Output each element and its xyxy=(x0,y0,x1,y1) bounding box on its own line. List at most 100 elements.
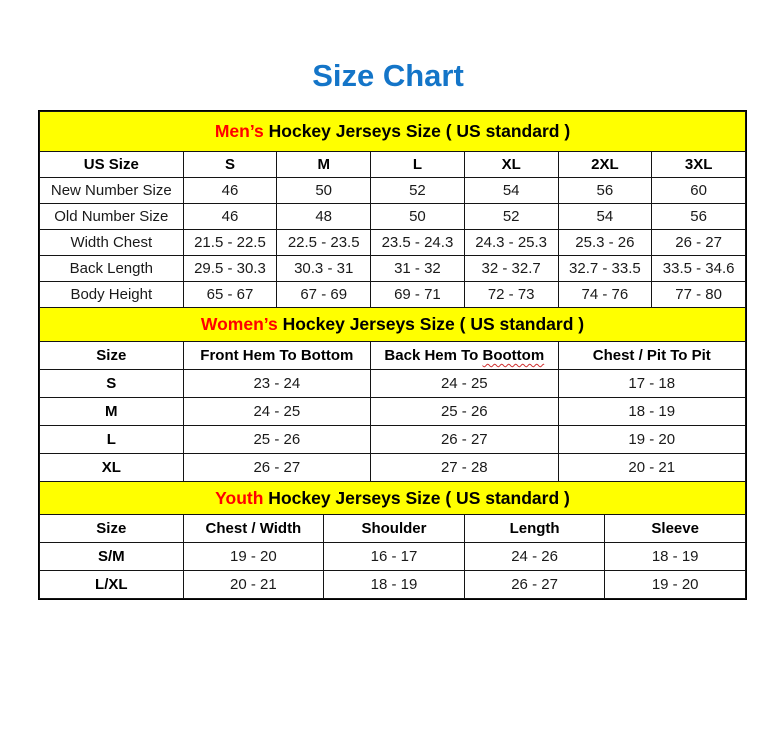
size-value: 19 - 20 xyxy=(604,570,746,599)
size-value: 20 - 21 xyxy=(557,453,747,482)
table-row: XL 26 - 27 27 - 28 20 - 21 xyxy=(39,453,747,482)
column-header: S xyxy=(182,151,278,178)
size-value: 26 - 27 xyxy=(651,229,746,256)
size-value: 31 - 32 xyxy=(370,255,465,282)
heading-highlight: Women’s xyxy=(200,314,278,334)
size-value: 25.3 - 26 xyxy=(557,229,653,256)
size-value: 65 - 67 xyxy=(182,281,278,308)
size-value: 16 - 17 xyxy=(323,542,465,571)
heading-text: Hockey Jerseys Size ( US standard ) xyxy=(263,487,570,508)
size-value: 48 xyxy=(276,203,372,230)
size-value: 25 - 26 xyxy=(182,425,372,454)
row-label: Old Number Size xyxy=(39,203,184,230)
heading-text: Hockey Jerseys Size ( US standard ) xyxy=(263,121,571,141)
size-value: 72 - 73 xyxy=(463,281,559,308)
column-header: Shoulder xyxy=(323,514,465,543)
column-header: L xyxy=(370,151,465,178)
size-value: 50 xyxy=(276,177,372,204)
table-row: L 25 - 26 26 - 27 19 - 20 xyxy=(39,425,747,454)
size-value: 17 - 18 xyxy=(557,369,747,398)
size-value: 22.5 - 23.5 xyxy=(276,229,372,256)
column-header: 2XL xyxy=(557,151,653,178)
table-row: Back Length 29.5 - 30.3 30.3 - 31 31 - 32 32… xyxy=(39,255,746,282)
size-value: 46 xyxy=(182,203,278,230)
size-value: 54 xyxy=(463,177,559,204)
page-title: Size Chart xyxy=(312,58,464,93)
table-row: S 23 - 24 24 - 25 17 - 18 xyxy=(39,369,747,398)
column-header: Size xyxy=(39,341,184,370)
size-value: 27 - 28 xyxy=(370,453,559,482)
section-band: Youth Hockey Jerseys Size ( US standard … xyxy=(39,481,746,515)
size-value: 26 - 27 xyxy=(182,453,372,482)
row-label: S xyxy=(39,369,184,398)
size-value: 21.5 - 22.5 xyxy=(182,229,278,256)
size-chart-tables: Men’s Hockey Jerseys Size ( US standard … xyxy=(38,110,747,600)
size-value: 24.3 - 25.3 xyxy=(463,229,559,256)
size-value: 18 - 19 xyxy=(557,397,747,426)
section-heading: Youth Hockey Jerseys Size ( US standard … xyxy=(39,481,746,515)
heading-text: Hockey Jerseys Size ( US standard ) xyxy=(277,314,585,334)
row-label: S/M xyxy=(39,542,184,571)
size-value: 56 xyxy=(651,203,746,230)
size-value: 19 - 20 xyxy=(557,425,747,454)
column-header-row: Size Front Hem To Bottom Back Hem To Boott… xyxy=(39,341,747,370)
size-value: 26 - 27 xyxy=(370,425,559,454)
row-label: Back Length xyxy=(39,255,184,282)
table-row: New Number Size 46 50 52 54 56 60 xyxy=(39,177,746,204)
size-value: 32 - 32.7 xyxy=(463,255,559,282)
size-value: 46 xyxy=(182,177,278,204)
row-label: Body Height xyxy=(39,281,184,308)
size-chart-page: Size Chart Men’s Hockey Jerseys Size ( U… xyxy=(0,58,776,600)
size-value: 23 - 24 xyxy=(182,369,372,398)
heading-highlight: Youth xyxy=(215,487,264,508)
table-row: M 24 - 25 25 - 26 18 - 19 xyxy=(39,397,747,426)
section-heading: Women’s Hockey Jerseys Size ( US standar… xyxy=(39,307,746,342)
size-value: 24 - 26 xyxy=(463,542,606,571)
column-header: Size xyxy=(39,514,184,543)
mens-size-table: Men’s Hockey Jerseys Size ( US standard … xyxy=(39,111,746,308)
row-label: New Number Size xyxy=(39,177,184,204)
size-value: 33.5 - 34.6 xyxy=(651,255,746,282)
row-label: L/XL xyxy=(39,570,184,599)
size-value: 60 xyxy=(651,177,746,204)
section-band: Women’s Hockey Jerseys Size ( US standar… xyxy=(39,307,746,342)
column-header: Chest / Width xyxy=(182,514,325,543)
size-value: 69 - 71 xyxy=(370,281,465,308)
column-header: Sleeve xyxy=(604,514,746,543)
section-band: Men’s Hockey Jerseys Size ( US standard … xyxy=(39,111,746,152)
size-value: 67 - 69 xyxy=(276,281,372,308)
size-value: 52 xyxy=(463,203,559,230)
size-value: 56 xyxy=(557,177,653,204)
table-row: Width Chest 21.5 - 22.5 22.5 - 23.5 23.5 - … xyxy=(39,229,746,256)
column-header: 3XL xyxy=(651,151,746,178)
heading-highlight: Men’s xyxy=(214,121,264,141)
column-header: Length xyxy=(463,514,606,543)
row-label: Width Chest xyxy=(39,229,184,256)
column-header-row: US Size S M L XL 2XL 3XL xyxy=(39,151,746,178)
row-label: XL xyxy=(39,453,184,482)
size-value: 54 xyxy=(557,203,653,230)
column-header: XL xyxy=(463,151,559,178)
column-header: Chest / Pit To Pit xyxy=(557,341,747,370)
column-header-row: Size Chest / Width Shoulder Length Sleeve xyxy=(39,514,746,543)
section-heading: Men’s Hockey Jerseys Size ( US standard … xyxy=(39,111,746,152)
size-value: 18 - 19 xyxy=(604,542,746,571)
size-value: 25 - 26 xyxy=(370,397,559,426)
table-row: S/M 19 - 20 16 - 17 24 - 26 18 - 19 xyxy=(39,542,746,571)
womens-size-table: Women’s Hockey Jerseys Size ( US standar… xyxy=(39,307,747,482)
row-label: L xyxy=(39,425,184,454)
youth-size-table: Youth Hockey Jerseys Size ( US standard … xyxy=(39,481,746,599)
column-header: Front Hem To Bottom xyxy=(182,341,372,370)
row-label: M xyxy=(39,397,184,426)
size-value: 26 - 27 xyxy=(463,570,606,599)
size-value: 24 - 25 xyxy=(182,397,372,426)
size-value: 32.7 - 33.5 xyxy=(557,255,653,282)
misspelled-word: Boottom xyxy=(482,347,545,364)
size-value: 52 xyxy=(370,177,465,204)
column-header: Back Hem To Boottom xyxy=(370,341,559,370)
size-value: 74 - 76 xyxy=(557,281,653,308)
size-value: 23.5 - 24.3 xyxy=(370,229,465,256)
table-row: L/XL 20 - 21 18 - 19 26 - 27 19 - 20 xyxy=(39,570,746,599)
size-value: 18 - 19 xyxy=(323,570,465,599)
size-value: 50 xyxy=(370,203,465,230)
